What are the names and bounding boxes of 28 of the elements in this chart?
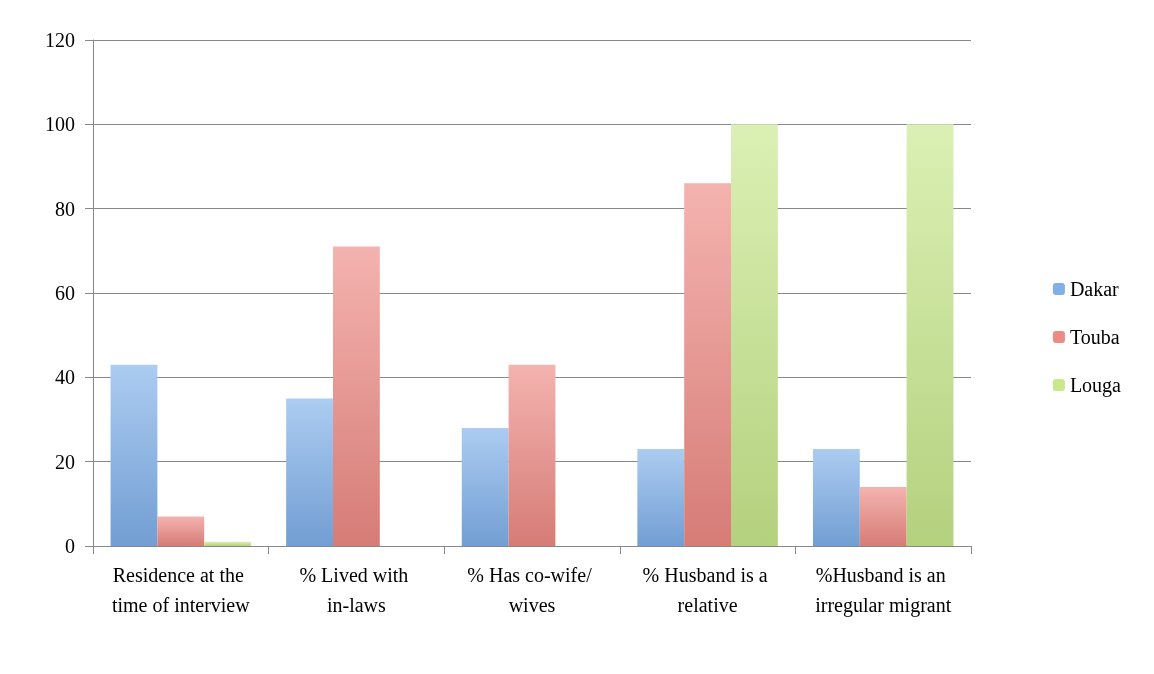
x-tick-label: % Lived with in-laws bbox=[299, 564, 414, 616]
x-tick-label: % Husband is a relative bbox=[642, 564, 773, 616]
y-tick-label: 120 bbox=[45, 29, 75, 51]
legend-label: Dakar bbox=[1069, 278, 1120, 300]
y-tick-label: 40 bbox=[55, 366, 75, 389]
bar bbox=[157, 516, 205, 546]
y-tick-label: 60 bbox=[55, 282, 75, 304]
bar bbox=[637, 449, 685, 546]
bar bbox=[684, 183, 732, 546]
y-tick-label: 80 bbox=[55, 197, 75, 220]
legend-label: Touba bbox=[1069, 326, 1120, 348]
bar bbox=[286, 398, 333, 546]
x-tick-label: Residence at the time of interview bbox=[111, 564, 251, 616]
bar bbox=[859, 486, 907, 546]
x-tick-label: % Has co-wife/ wives bbox=[467, 564, 597, 616]
x-tick-label: %Husband is an irregular migrant bbox=[815, 564, 952, 617]
legend-label: Louga bbox=[1069, 374, 1122, 397]
bar bbox=[461, 427, 509, 546]
bar bbox=[812, 449, 860, 546]
bar bbox=[332, 246, 380, 546]
y-tick-label: 20 bbox=[55, 450, 75, 473]
bar bbox=[906, 124, 954, 546]
bar bbox=[204, 541, 252, 546]
y-tick-label: 0 bbox=[65, 535, 75, 557]
bar bbox=[508, 364, 556, 546]
bar bbox=[731, 124, 778, 546]
y-tick-label: 100 bbox=[45, 113, 75, 136]
bar bbox=[110, 364, 158, 546]
